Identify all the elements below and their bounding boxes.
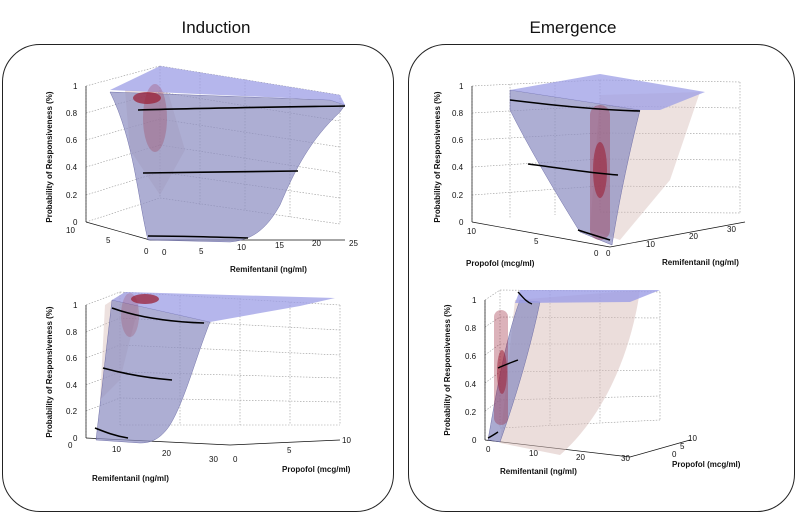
axes [471, 86, 746, 248]
density-peak [133, 92, 161, 104]
x2-axis-label: Propofol (mcg/ml) [282, 465, 351, 474]
propofol-tick-0: 0 [672, 450, 677, 459]
propofol-tick-1: 5 [680, 442, 685, 451]
ztick-0: 0 [73, 218, 78, 227]
ztick-5: 1 [459, 82, 464, 91]
isoline-95 [137, 105, 346, 111]
remi-tick-5: 25 [349, 239, 358, 248]
propofol-tick-2: 0 [144, 247, 149, 256]
y-axis-label: Probability of Responsiveness (%) [45, 306, 54, 437]
propofol-tick-0: 10 [66, 226, 75, 235]
ztick-5: 1 [73, 301, 78, 310]
ztick-4: 0.8 [66, 328, 78, 337]
x-axis-label: Remifentanil (ng/ml) [230, 265, 307, 274]
density-peak [131, 294, 159, 304]
isoline-50 [497, 359, 519, 369]
remi-tick-1: 10 [112, 445, 121, 454]
isoline-95 [111, 307, 205, 324]
plot-induction-top: 0 0.2 0.4 0.6 0.8 1 10 5 0 0 5 10 15 20 … [45, 65, 358, 274]
remi-tick-0: 0 [162, 248, 167, 257]
ztick-3: 0.6 [66, 354, 78, 363]
remi-tick-2: 10 [237, 243, 246, 252]
propofol-tick-2: 10 [688, 434, 697, 443]
ztick-2: 0.4 [66, 163, 78, 172]
remi-tick-1: 5 [199, 247, 204, 256]
remi-tick-4: 20 [312, 239, 321, 248]
confidence-band [500, 290, 640, 455]
ztick-3: 0.6 [452, 136, 464, 145]
plot-emergence-top: 0 0.2 0.4 0.6 0.8 1 10 5 0 0 10 20 30 Pr… [433, 74, 746, 268]
isoline-05 [577, 229, 611, 241]
title-induction: Induction [181, 18, 251, 37]
isoline-50 [102, 367, 173, 381]
remi-tick-2: 20 [689, 232, 698, 241]
response-surface-top [110, 66, 345, 105]
remi-tick-0: 0 [606, 249, 611, 258]
isoline-05 [147, 235, 249, 239]
remi-tick-3: 30 [209, 455, 218, 464]
ztick-4: 0.8 [465, 324, 477, 333]
ztick-2: 0.4 [452, 163, 464, 172]
response-surface-top [515, 290, 660, 303]
propofol-tick-0: 10 [467, 227, 476, 236]
plot-induction-bottom: 0 0.2 0.4 0.6 0.8 1 0 10 20 30 0 5 10 Re… [45, 291, 351, 483]
ztick-2: 0.4 [465, 380, 477, 389]
x-axis-label: Propofol (mcg/ml) [466, 259, 535, 268]
response-surface-top [510, 74, 705, 110]
isoline-95 [517, 291, 533, 305]
propofol-tick-2: 0 [594, 249, 599, 258]
density-peak [497, 350, 507, 394]
response-surface-top [112, 292, 335, 322]
ztick-2: 0.4 [66, 381, 78, 390]
ztick-5: 1 [472, 296, 477, 305]
ztick-4: 0.8 [452, 109, 464, 118]
ztick-0: 0 [472, 436, 477, 445]
y-axis-label: Probability of Responsiveness (%) [45, 91, 54, 222]
remi-tick-1: 10 [646, 240, 655, 249]
density-peak [593, 142, 607, 198]
remi-tick-0: 0 [486, 445, 491, 454]
density-outer [143, 84, 167, 152]
x-axis-label: Remifentanil (ng/ml) [500, 467, 577, 476]
plot-emergence-bottom: 0 0.2 0.4 0.6 0.8 1 0 10 20 30 0 5 10 Re… [443, 289, 741, 476]
ztick-0: 0 [73, 434, 78, 443]
response-surface [509, 89, 641, 246]
ztick-5: 1 [73, 82, 78, 91]
remi-tick-3: 30 [727, 225, 736, 234]
isoline-05 [94, 427, 129, 439]
density-outer [121, 293, 139, 337]
ztick-1: 0.2 [465, 408, 477, 417]
propofol-tick-2: 10 [342, 436, 351, 445]
y-axis-label: Probability of Responsiveness (%) [433, 91, 442, 222]
title-emergence: Emergence [529, 18, 617, 37]
remi-tick-0: 0 [68, 441, 73, 450]
ztick-4: 0.8 [66, 109, 78, 118]
propofol-tick-0: 0 [233, 455, 238, 464]
propofol-tick-1: 5 [287, 446, 292, 455]
x2-axis-label: Propofol (mcg/ml) [672, 460, 741, 469]
ztick-0: 0 [459, 218, 464, 227]
propofol-tick-1: 5 [106, 236, 111, 245]
remi-tick-1: 10 [529, 449, 538, 458]
remi-tick-3: 15 [275, 241, 284, 250]
ztick-3: 0.6 [66, 136, 78, 145]
response-surface [109, 91, 346, 243]
ztick-3: 0.6 [465, 352, 477, 361]
isoline-05 [487, 431, 499, 439]
x2-axis-label: Remifentanil (ng/ml) [662, 258, 739, 267]
ztick-1: 0.2 [66, 407, 78, 416]
ztick-1: 0.2 [452, 191, 464, 200]
isoline-50 [142, 170, 299, 174]
x-axis-label: Remifentanil (ng/ml) [92, 474, 169, 483]
remi-tick-3: 30 [621, 454, 630, 463]
remi-tick-2: 20 [162, 449, 171, 458]
ztick-1: 0.2 [66, 191, 78, 200]
isoline-95 [509, 99, 641, 112]
propofol-tick-1: 5 [534, 237, 539, 246]
y-axis-label: Probability of Responsiveness (%) [443, 304, 452, 435]
isoline-50 [527, 163, 619, 176]
response-surface [95, 299, 211, 444]
remi-tick-2: 20 [576, 453, 585, 462]
